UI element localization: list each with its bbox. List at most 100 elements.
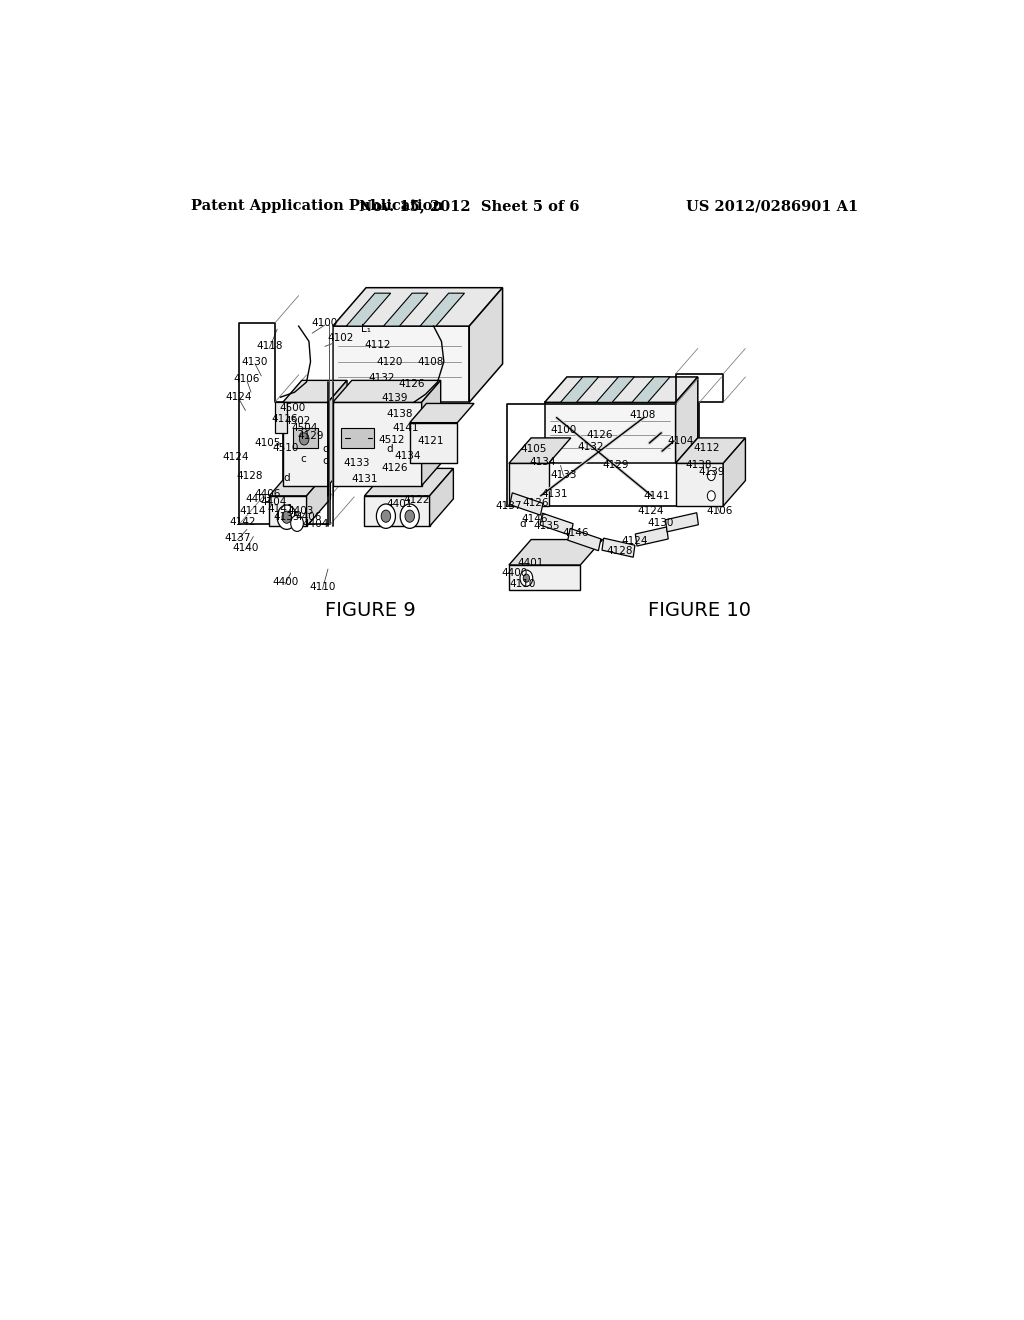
- Polygon shape: [560, 378, 599, 403]
- Text: 4403: 4403: [288, 506, 314, 516]
- Circle shape: [400, 504, 419, 528]
- Text: 4512: 4512: [378, 436, 404, 445]
- Text: 4400: 4400: [502, 568, 527, 578]
- Text: 4510: 4510: [272, 444, 299, 453]
- Polygon shape: [333, 380, 440, 403]
- Text: 4138: 4138: [685, 461, 712, 470]
- Circle shape: [708, 491, 715, 500]
- Polygon shape: [333, 288, 503, 326]
- Text: 4146: 4146: [562, 528, 589, 539]
- Polygon shape: [509, 438, 570, 463]
- Text: d: d: [387, 444, 393, 454]
- Polygon shape: [509, 565, 581, 590]
- Text: 4135: 4135: [273, 512, 300, 523]
- Text: 4126: 4126: [381, 463, 408, 474]
- Polygon shape: [269, 496, 306, 527]
- Text: 4110: 4110: [309, 582, 336, 593]
- Text: 4141: 4141: [643, 491, 670, 500]
- Circle shape: [381, 510, 391, 523]
- Text: 4500: 4500: [280, 404, 305, 413]
- Text: 4102: 4102: [328, 334, 354, 343]
- Polygon shape: [341, 428, 374, 447]
- Polygon shape: [333, 326, 469, 403]
- Polygon shape: [509, 540, 602, 565]
- Polygon shape: [430, 469, 454, 527]
- Circle shape: [377, 504, 395, 528]
- Text: 4401: 4401: [517, 558, 544, 568]
- Polygon shape: [545, 378, 697, 403]
- Text: 4128: 4128: [237, 470, 263, 480]
- Polygon shape: [666, 512, 698, 532]
- Text: 4137: 4137: [224, 532, 251, 543]
- Polygon shape: [410, 422, 458, 463]
- Text: 4106: 4106: [233, 374, 260, 384]
- Text: 4124: 4124: [226, 392, 252, 403]
- Polygon shape: [510, 492, 543, 515]
- Text: 4133: 4133: [551, 470, 577, 479]
- Text: 4400: 4400: [272, 577, 298, 587]
- Text: c: c: [323, 457, 329, 466]
- Text: 4130: 4130: [647, 519, 674, 528]
- Text: 4114: 4114: [240, 506, 266, 516]
- Text: US 2012/0286901 A1: US 2012/0286901 A1: [686, 199, 858, 213]
- Text: 4131: 4131: [542, 488, 568, 499]
- Circle shape: [708, 470, 715, 480]
- Text: 4104: 4104: [668, 436, 693, 446]
- Polygon shape: [384, 293, 428, 326]
- Polygon shape: [293, 428, 318, 447]
- Text: Patent Application Publication: Patent Application Publication: [191, 199, 443, 213]
- Text: 4126: 4126: [522, 498, 549, 508]
- Polygon shape: [602, 539, 635, 557]
- Text: 4100: 4100: [311, 318, 338, 329]
- Polygon shape: [333, 403, 422, 486]
- Text: 4124: 4124: [638, 506, 665, 516]
- Text: 4140: 4140: [232, 543, 259, 553]
- Polygon shape: [676, 438, 745, 463]
- Polygon shape: [283, 380, 347, 403]
- Text: 4401: 4401: [386, 499, 413, 510]
- Text: 4138: 4138: [386, 408, 413, 418]
- Text: 4142: 4142: [229, 517, 256, 527]
- Polygon shape: [410, 404, 474, 422]
- Text: 4131: 4131: [351, 474, 378, 483]
- Text: 4404: 4404: [303, 519, 330, 529]
- Text: 4137: 4137: [496, 502, 522, 511]
- Text: 4129: 4129: [297, 430, 324, 441]
- Polygon shape: [567, 528, 601, 550]
- Text: 4100: 4100: [551, 425, 577, 434]
- Text: 4141: 4141: [268, 504, 295, 513]
- Circle shape: [291, 515, 303, 532]
- Polygon shape: [346, 293, 391, 326]
- Text: 4129: 4129: [602, 461, 629, 470]
- Text: 4134: 4134: [529, 457, 555, 467]
- Polygon shape: [545, 403, 676, 463]
- Polygon shape: [723, 438, 745, 506]
- Text: 4108: 4108: [630, 409, 656, 420]
- Text: 4105: 4105: [255, 438, 281, 447]
- Text: 4141: 4141: [392, 422, 419, 433]
- Text: 4406: 4406: [296, 512, 323, 523]
- Text: 4120: 4120: [377, 356, 403, 367]
- Circle shape: [299, 433, 309, 445]
- Text: 4112: 4112: [365, 341, 391, 350]
- Polygon shape: [365, 469, 454, 496]
- Text: 4133: 4133: [343, 458, 370, 469]
- Text: d: d: [519, 519, 525, 529]
- Text: 4404: 4404: [260, 496, 287, 507]
- Text: L₁: L₁: [361, 325, 371, 334]
- Text: 4134: 4134: [394, 451, 421, 461]
- Polygon shape: [306, 469, 331, 527]
- Polygon shape: [283, 403, 328, 486]
- Polygon shape: [328, 380, 347, 486]
- Circle shape: [523, 574, 529, 582]
- Polygon shape: [274, 403, 287, 433]
- Text: 4502: 4502: [285, 416, 311, 425]
- Polygon shape: [365, 496, 430, 527]
- Polygon shape: [469, 288, 503, 403]
- Text: 4139: 4139: [698, 467, 725, 478]
- Text: 4105: 4105: [520, 444, 547, 454]
- Text: FIGURE 9: FIGURE 9: [325, 601, 416, 620]
- Polygon shape: [540, 513, 573, 536]
- Text: 4124: 4124: [622, 536, 648, 545]
- Text: 4132: 4132: [578, 442, 604, 451]
